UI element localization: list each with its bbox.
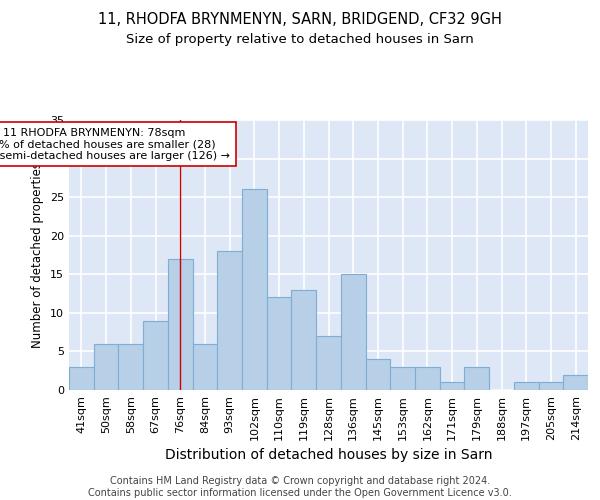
Text: 11 RHODFA BRYNMENYN: 78sqm
← 18% of detached houses are smaller (28)
82% of semi: 11 RHODFA BRYNMENYN: 78sqm ← 18% of deta… <box>0 128 230 161</box>
Bar <box>390 367 415 390</box>
Bar <box>168 259 193 390</box>
Bar <box>341 274 365 390</box>
Bar <box>118 344 143 390</box>
Bar <box>415 367 440 390</box>
X-axis label: Distribution of detached houses by size in Sarn: Distribution of detached houses by size … <box>165 448 492 462</box>
Bar <box>69 367 94 390</box>
Bar <box>193 344 217 390</box>
Bar <box>440 382 464 390</box>
Bar <box>267 298 292 390</box>
Text: Contains HM Land Registry data © Crown copyright and database right 2024.
Contai: Contains HM Land Registry data © Crown c… <box>88 476 512 498</box>
Bar <box>242 190 267 390</box>
Bar <box>365 359 390 390</box>
Y-axis label: Number of detached properties: Number of detached properties <box>31 162 44 348</box>
Bar <box>143 320 168 390</box>
Bar <box>94 344 118 390</box>
Bar <box>292 290 316 390</box>
Bar <box>539 382 563 390</box>
Text: 11, RHODFA BRYNMENYN, SARN, BRIDGEND, CF32 9GH: 11, RHODFA BRYNMENYN, SARN, BRIDGEND, CF… <box>98 12 502 28</box>
Bar <box>514 382 539 390</box>
Bar <box>464 367 489 390</box>
Text: Size of property relative to detached houses in Sarn: Size of property relative to detached ho… <box>126 32 474 46</box>
Bar <box>563 374 588 390</box>
Bar <box>217 251 242 390</box>
Bar <box>316 336 341 390</box>
